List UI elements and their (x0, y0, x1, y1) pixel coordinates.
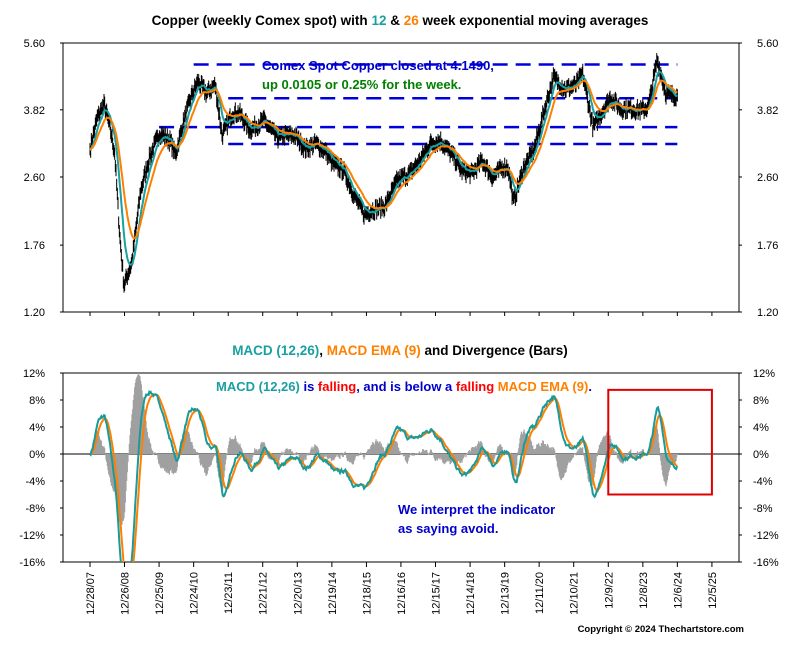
title-part-4: week exponential moving averages (419, 13, 649, 28)
price-ytick-label: 2.60 (24, 172, 45, 184)
x-tick-label: 12/23/11 (223, 572, 235, 614)
macd-ytick-label-right: 4% (753, 422, 769, 434)
macd-series-group (89, 373, 679, 562)
price-ytick-label-right: 1.76 (757, 240, 778, 252)
macd-line (89, 389, 679, 562)
macd-plot (89, 373, 679, 562)
x-tick-label: 12/16/16 (396, 572, 408, 615)
macd-ytick-label-right: 8% (753, 395, 769, 407)
price-ytick-label: 1.76 (24, 240, 45, 252)
x-tick-label: 12/14/18 (465, 572, 477, 615)
price-ytick-label: 1.20 (24, 307, 45, 319)
title-part-3: 26 (404, 13, 420, 28)
price-y-axis: 1.20 1.20 1.76 1.76 2.60 2.60 3.82 3.82 5.60 5.60 (24, 38, 779, 319)
close-annotation-line2: up 0.0105 or 0.25% for the week. (262, 77, 461, 92)
title-part-6: . (588, 379, 592, 394)
price-ytick-label-right: 1.20 (757, 307, 778, 319)
x-tick-label: 12/25/09 (154, 572, 166, 615)
macd-ytick-label: -16% (19, 557, 45, 569)
title-part-1: 12 (371, 13, 386, 28)
macd-title: MACD (12,26), MACD EMA (9) and Divergenc… (232, 343, 568, 358)
x-tick-label: 12/6/24 (672, 572, 684, 609)
close-annotation-line1: Comex Spot Copper closed at 4.1490, (262, 58, 494, 73)
macd-ytick-label: 4% (29, 422, 45, 434)
chart-title: Copper (weekly Comex spot) with 12 & 26 … (152, 13, 649, 28)
x-tick-label: 12/15/17 (430, 572, 442, 615)
macd-ytick-label: 8% (29, 395, 45, 407)
x-tick-label: 12/11/20 (534, 572, 546, 614)
price-ytick-label-right: 5.60 (757, 38, 778, 50)
title-part-3: , and is below a (356, 379, 456, 394)
price-ytick-label: 3.82 (24, 105, 45, 117)
macd-ytick-label-right: -12% (753, 530, 779, 542)
macd-ytick-label-right: -8% (753, 503, 773, 515)
interpret-line1: We interpret the indicator (398, 502, 555, 517)
x-tick-label: 12/24/10 (189, 572, 201, 615)
x-tick-label: 12/13/19 (500, 572, 512, 615)
macd-ytick-label: -12% (19, 530, 45, 542)
x-tick-label: 12/21/12 (258, 572, 270, 615)
macd-ytick-label-right: 0% (753, 449, 769, 461)
x-tick-label: 12/5/25 (707, 572, 719, 609)
price-ytick-label-right: 3.82 (757, 105, 778, 117)
price-ytick-label: 5.60 (24, 38, 45, 50)
title-part-0: Copper (weekly Comex spot) with (152, 13, 372, 28)
macd-ytick-label: 0% (29, 449, 45, 461)
ema26-line (89, 79, 678, 240)
macd-ytick-label: -4% (25, 476, 45, 488)
macd-ytick-label-right: -4% (753, 476, 773, 488)
macd-ytick-label-right: -16% (753, 557, 779, 569)
title-part-2: MACD EMA (9) (327, 343, 421, 358)
title-part-1: , (319, 343, 327, 358)
title-part-4: falling (456, 379, 494, 394)
x-tick-label: 12/9/22 (603, 572, 615, 609)
interpret-line2: as saying avoid. (398, 521, 498, 536)
x-tick-label: 12/19/14 (327, 572, 339, 615)
x-tick-label: 12/8/23 (638, 572, 650, 609)
title-part-2: & (386, 13, 403, 28)
macd-annotation: MACD (12,26) is falling, and is below a … (216, 379, 592, 394)
macd-ytick-label: 12% (23, 368, 45, 380)
macd-y-axis: 12% 12% 8% 8% 4% 4% 0% 0% -4% -4% -8% -8% -12% -12% -1… (19, 368, 779, 569)
title-part-3: and Divergence (Bars) (421, 343, 568, 358)
title-part-2: falling (318, 379, 356, 394)
x-tick-label: 12/10/21 (569, 572, 581, 615)
x-axis: 12/28/07 12/26/08 12/25/09 12/24/10 12/23/11… (85, 312, 719, 615)
price-ytick-label-right: 2.60 (757, 172, 778, 184)
macd-ytick-label-right: 12% (753, 368, 775, 380)
title-part-5: MACD EMA (9) (494, 379, 588, 394)
x-tick-label: 12/26/08 (120, 572, 132, 615)
title-part-0: MACD (12,26) (232, 343, 319, 358)
macd-ytick-label: -8% (25, 503, 45, 515)
x-tick-label: 12/28/07 (85, 572, 97, 615)
highlight-box (607, 388, 713, 496)
title-part-1: is (300, 379, 318, 394)
title-part-0: MACD (12,26) (216, 379, 300, 394)
copyright: Copyright © 2024 Thechartstore.com (578, 624, 744, 635)
x-tick-label: 12/18/15 (361, 572, 373, 615)
x-tick-label: 12/20/13 (292, 572, 304, 615)
price-series-group (89, 53, 678, 293)
